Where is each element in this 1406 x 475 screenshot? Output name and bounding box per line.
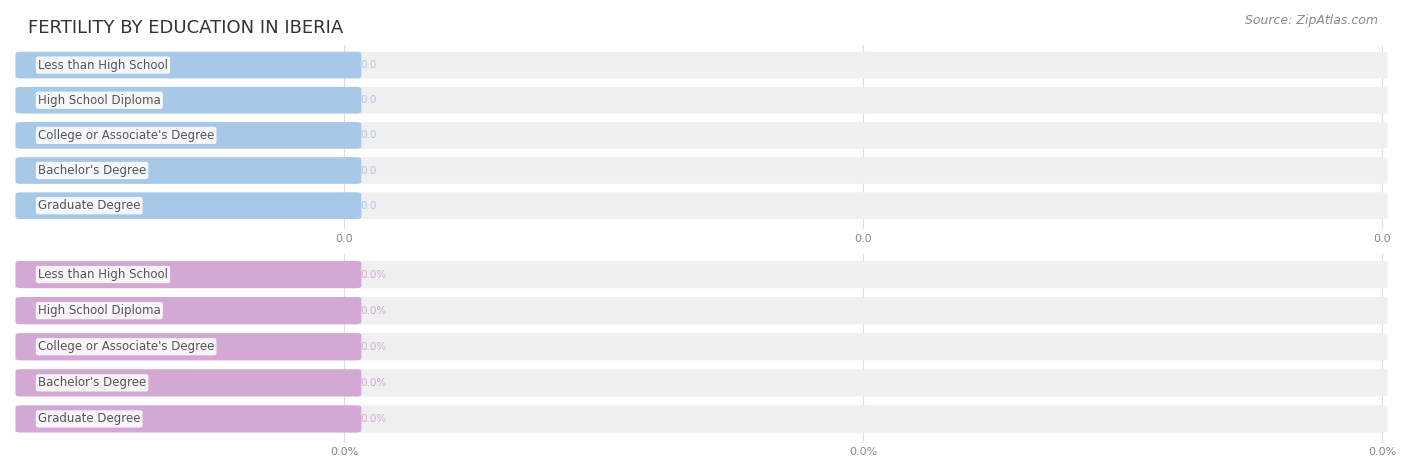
Text: 0.0%: 0.0% [360,414,387,424]
FancyBboxPatch shape [15,297,361,324]
FancyBboxPatch shape [15,261,361,288]
Text: Less than High School: Less than High School [38,58,167,72]
Text: 0.0%: 0.0% [360,269,387,280]
FancyBboxPatch shape [15,369,361,397]
Text: Bachelor's Degree: Bachelor's Degree [38,164,146,177]
Text: 0.0: 0.0 [336,234,353,244]
Text: 0.0%: 0.0% [849,447,877,457]
FancyBboxPatch shape [15,87,361,114]
FancyBboxPatch shape [15,405,361,433]
Text: 0.0%: 0.0% [360,305,387,316]
Text: 0.0: 0.0 [360,165,377,176]
Text: 0.0: 0.0 [360,60,377,70]
Text: 0.0%: 0.0% [1368,447,1396,457]
Text: Less than High School: Less than High School [38,268,167,281]
FancyBboxPatch shape [15,122,361,149]
FancyBboxPatch shape [339,261,1388,288]
Text: Bachelor's Degree: Bachelor's Degree [38,376,146,390]
Text: 0.0: 0.0 [1374,234,1391,244]
FancyBboxPatch shape [15,192,361,219]
FancyBboxPatch shape [339,405,1388,433]
Text: College or Associate's Degree: College or Associate's Degree [38,340,214,353]
FancyBboxPatch shape [339,297,1388,324]
FancyBboxPatch shape [339,333,1388,361]
FancyBboxPatch shape [339,369,1388,397]
Text: FERTILITY BY EDUCATION IN IBERIA: FERTILITY BY EDUCATION IN IBERIA [28,19,343,37]
Text: Graduate Degree: Graduate Degree [38,412,141,426]
Text: High School Diploma: High School Diploma [38,94,160,107]
FancyBboxPatch shape [339,52,1388,78]
FancyBboxPatch shape [339,87,1388,114]
Text: 0.0: 0.0 [360,130,377,141]
FancyBboxPatch shape [339,192,1388,219]
FancyBboxPatch shape [339,157,1388,184]
FancyBboxPatch shape [15,157,361,184]
Text: Source: ZipAtlas.com: Source: ZipAtlas.com [1244,14,1378,27]
Text: 0.0: 0.0 [360,95,377,105]
Text: 0.0: 0.0 [360,200,377,211]
FancyBboxPatch shape [15,333,361,361]
Text: High School Diploma: High School Diploma [38,304,160,317]
Text: 0.0%: 0.0% [360,342,387,352]
Text: 0.0: 0.0 [855,234,872,244]
Text: 0.0%: 0.0% [360,378,387,388]
FancyBboxPatch shape [15,52,361,78]
FancyBboxPatch shape [339,122,1388,149]
Text: College or Associate's Degree: College or Associate's Degree [38,129,214,142]
Text: Graduate Degree: Graduate Degree [38,199,141,212]
Text: 0.0%: 0.0% [330,447,359,457]
